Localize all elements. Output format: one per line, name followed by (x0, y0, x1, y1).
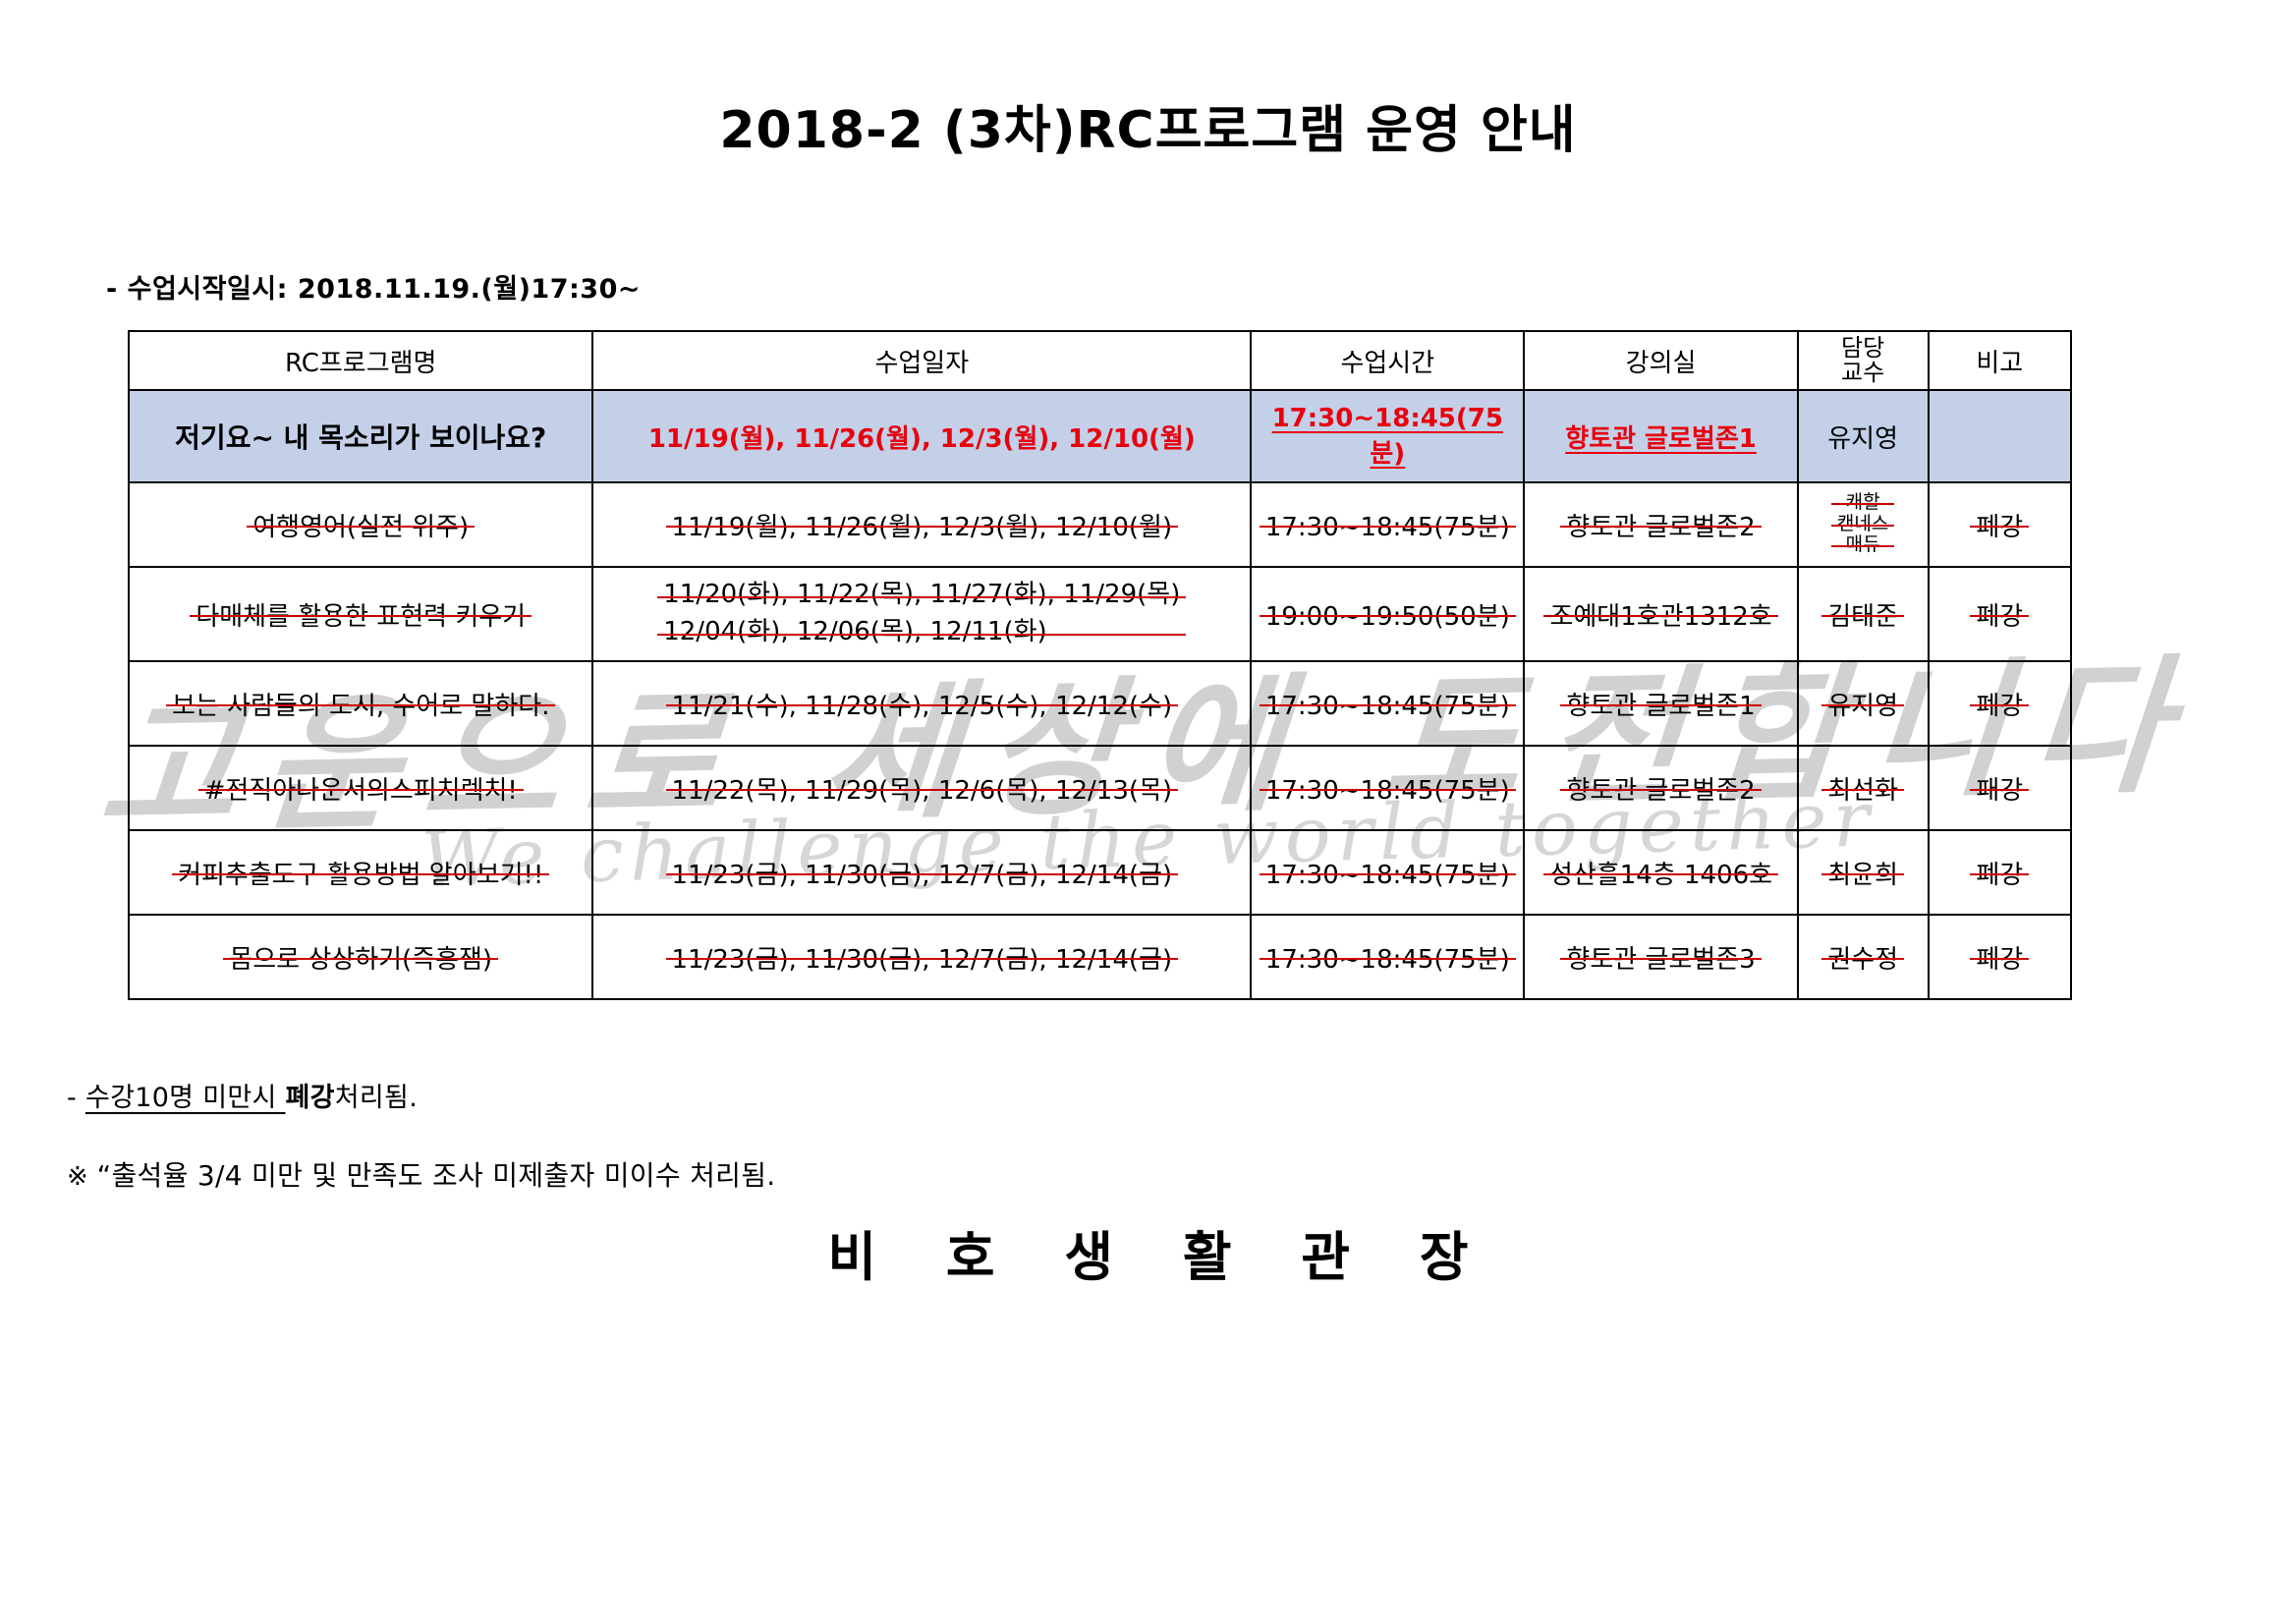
table-row[interactable]: 여행영어(실전 위주) 11/19(월), 11/26(월), 12/3(월),… (127, 481, 2073, 568)
header-room: 강의실 (1523, 330, 1799, 391)
cell-program: 몸으로 상상하기(즉흥잼) (127, 914, 594, 1000)
cell-dates: 11/21(수), 11/28(수), 12/5(수), 12/12(수) (591, 660, 1253, 747)
cell-dates: 11/19(월), 11/26(월), 12/3(월), 12/10(월) (591, 389, 1253, 483)
cell-room: 향토관 글로벌존1 (1523, 389, 1799, 483)
table-row[interactable]: 다매체를 활용한 표현력 키우기 11/20(화), 11/22(목), 11/… (127, 566, 2073, 662)
note1-bold: 폐강 (285, 1083, 335, 1113)
cell-program: 여행영어(실전 위주) (127, 481, 594, 568)
cell-room: 향토관 글로벌존3 (1523, 914, 1799, 1000)
note1-underlined: 수강10명 미만시 (84, 1083, 286, 1113)
cell-program: 다매체를 활용한 표현력 키우기 (127, 566, 594, 662)
cell-note (1927, 389, 2073, 483)
cell-professor: 유지영 (1796, 660, 1930, 747)
reference-mark-icon: ※ (67, 1162, 97, 1192)
cell-professor: 김태준 (1796, 566, 1930, 662)
note-minimum-enrollment: - 수강10명 미만시 폐강처리됨. (67, 1076, 418, 1114)
cell-room: 향토관 글로벌존1 (1523, 660, 1799, 747)
cell-time: 17:30~18:45(75분) (1250, 389, 1526, 483)
cell-program: 커피추출도구 활용방법 알아보기!! (127, 829, 594, 916)
cell-dates: 11/19(월), 11/26(월), 12/3(월), 12/10(월) (591, 481, 1253, 568)
cell-dates: 11/23(금), 11/30(금), 12/7(금), 12/14(금) (591, 914, 1253, 1000)
cell-time: 17:30~18:45(75분) (1250, 481, 1526, 568)
signature-line: 비 호 생 활 관 장 (827, 1226, 1494, 1288)
header-time: 수업시간 (1250, 330, 1526, 391)
cell-room: 향토관 글로벌존2 (1523, 481, 1799, 568)
cell-note: 폐강 (1927, 829, 2073, 916)
cell-program: 저기요~ 내 목소리가 보이나요? (127, 389, 594, 483)
note1-suffix: 처리됨. (334, 1083, 419, 1113)
program-schedule-table: RC프로그램명 수업일자 수업시간 강의실 담당 교수 비고 저기요~ 내 목소… (127, 330, 2073, 1000)
cell-dates: 11/20(화), 11/22(목), 11/27(화), 11/29(목) 1… (591, 566, 1253, 662)
cell-time: 19:00~19:50(50분) (1250, 566, 1526, 662)
cell-note: 폐강 (1927, 914, 2073, 1000)
header-dates: 수업일자 (591, 330, 1253, 391)
cell-dates: 11/22(목), 11/29(목), 12/6(목), 12/13(목) (591, 745, 1253, 831)
cell-room: 조예대1호관1312호 (1523, 566, 1799, 662)
table-row[interactable]: 커피추출도구 활용방법 알아보기!! 11/23(금), 11/30(금), 1… (127, 829, 2073, 916)
start-datetime-note: - 수업시작일시: 2018.11.19.(월)17:30~ (106, 274, 641, 305)
cell-note: 폐강 (1927, 566, 2073, 662)
table-row[interactable]: #전직아나운서의스피치렉치! 11/22(목), 11/29(목), 12/6(… (127, 745, 2073, 831)
cell-professor: 권수정 (1796, 914, 1930, 1000)
table-row[interactable]: 보는 사람들의 도시, 수어로 말하다. 11/21(수), 11/28(수),… (127, 660, 2073, 747)
note2-text: “출석율 3/4 미만 및 만족도 조사 미제출자 미이수 처리됨. (96, 1159, 776, 1192)
cell-note: 폐강 (1927, 481, 2073, 568)
cell-professor: 최선화 (1796, 745, 1930, 831)
cell-note: 패강 (1927, 745, 2073, 831)
cell-time: 17:30~18:45(75분) (1250, 829, 1526, 916)
cell-professor: 유지영 (1796, 389, 1930, 483)
cell-time: 17:30~18:45(75분) (1250, 914, 1526, 1000)
cell-note: 폐강 (1927, 660, 2073, 747)
header-professor-line2: 교수 (1841, 359, 1885, 386)
cell-professor: 최윤희 (1796, 829, 1930, 916)
cell-program: #전직아나운서의스피치렉치! (127, 745, 594, 831)
table-row[interactable]: 저기요~ 내 목소리가 보이나요? 11/19(월), 11/26(월), 12… (127, 389, 2073, 483)
header-professor-line1: 담당 (1841, 333, 1885, 362)
table-header-row: RC프로그램명 수업일자 수업시간 강의실 담당 교수 비고 (127, 330, 2073, 391)
header-note: 비고 (1927, 330, 2073, 391)
note-attendance-policy: ※ “출석율 3/4 미만 및 만족도 조사 미제출자 미이수 처리됨. (67, 1154, 776, 1194)
cell-program: 보는 사람들의 도시, 수어로 말하다. (127, 660, 594, 747)
cell-time: 17:30~18:45(75분) (1250, 745, 1526, 831)
note1-prefix: - (67, 1083, 85, 1113)
cell-time: 17:30~18:45(75분) (1250, 660, 1526, 747)
cell-room: 향토관 글로벌존2 (1523, 745, 1799, 831)
cell-dates: 11/23(금), 11/30(금), 12/7(금), 12/14(금) (591, 829, 1253, 916)
cell-room: 성산흘14층 1406호 (1523, 829, 1799, 916)
header-professor: 담당 교수 (1796, 330, 1930, 391)
page-title: 2018-2 (3차)RC프로그램 운영 안내 (719, 101, 1577, 160)
table-row[interactable]: 몸으로 상상하기(즉흥잼) 11/23(금), 11/30(금), 12/7(금… (127, 914, 2073, 1000)
cell-professor: 캐할 캔네스 매듀 (1796, 481, 1930, 568)
header-program: RC프로그램명 (127, 330, 594, 391)
